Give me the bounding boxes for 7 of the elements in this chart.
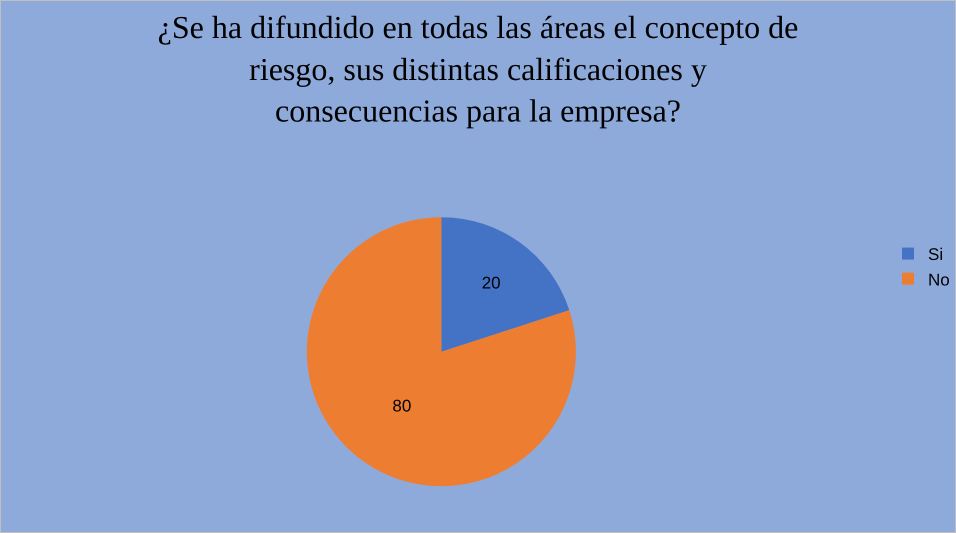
- data-label: 80: [392, 396, 412, 416]
- legend-label: No: [928, 270, 950, 290]
- pie-slice: [441, 217, 570, 352]
- data-label: 20: [482, 274, 501, 293]
- pie-slice: [306, 217, 576, 486]
- legend-label: Si: [928, 245, 944, 264]
- chart-title: ¿Se ha difundido en todas las áreas el concepto de riesgo, sus distintas calificaciones y consecuencias para la empresa?: [158, 9, 798, 128]
